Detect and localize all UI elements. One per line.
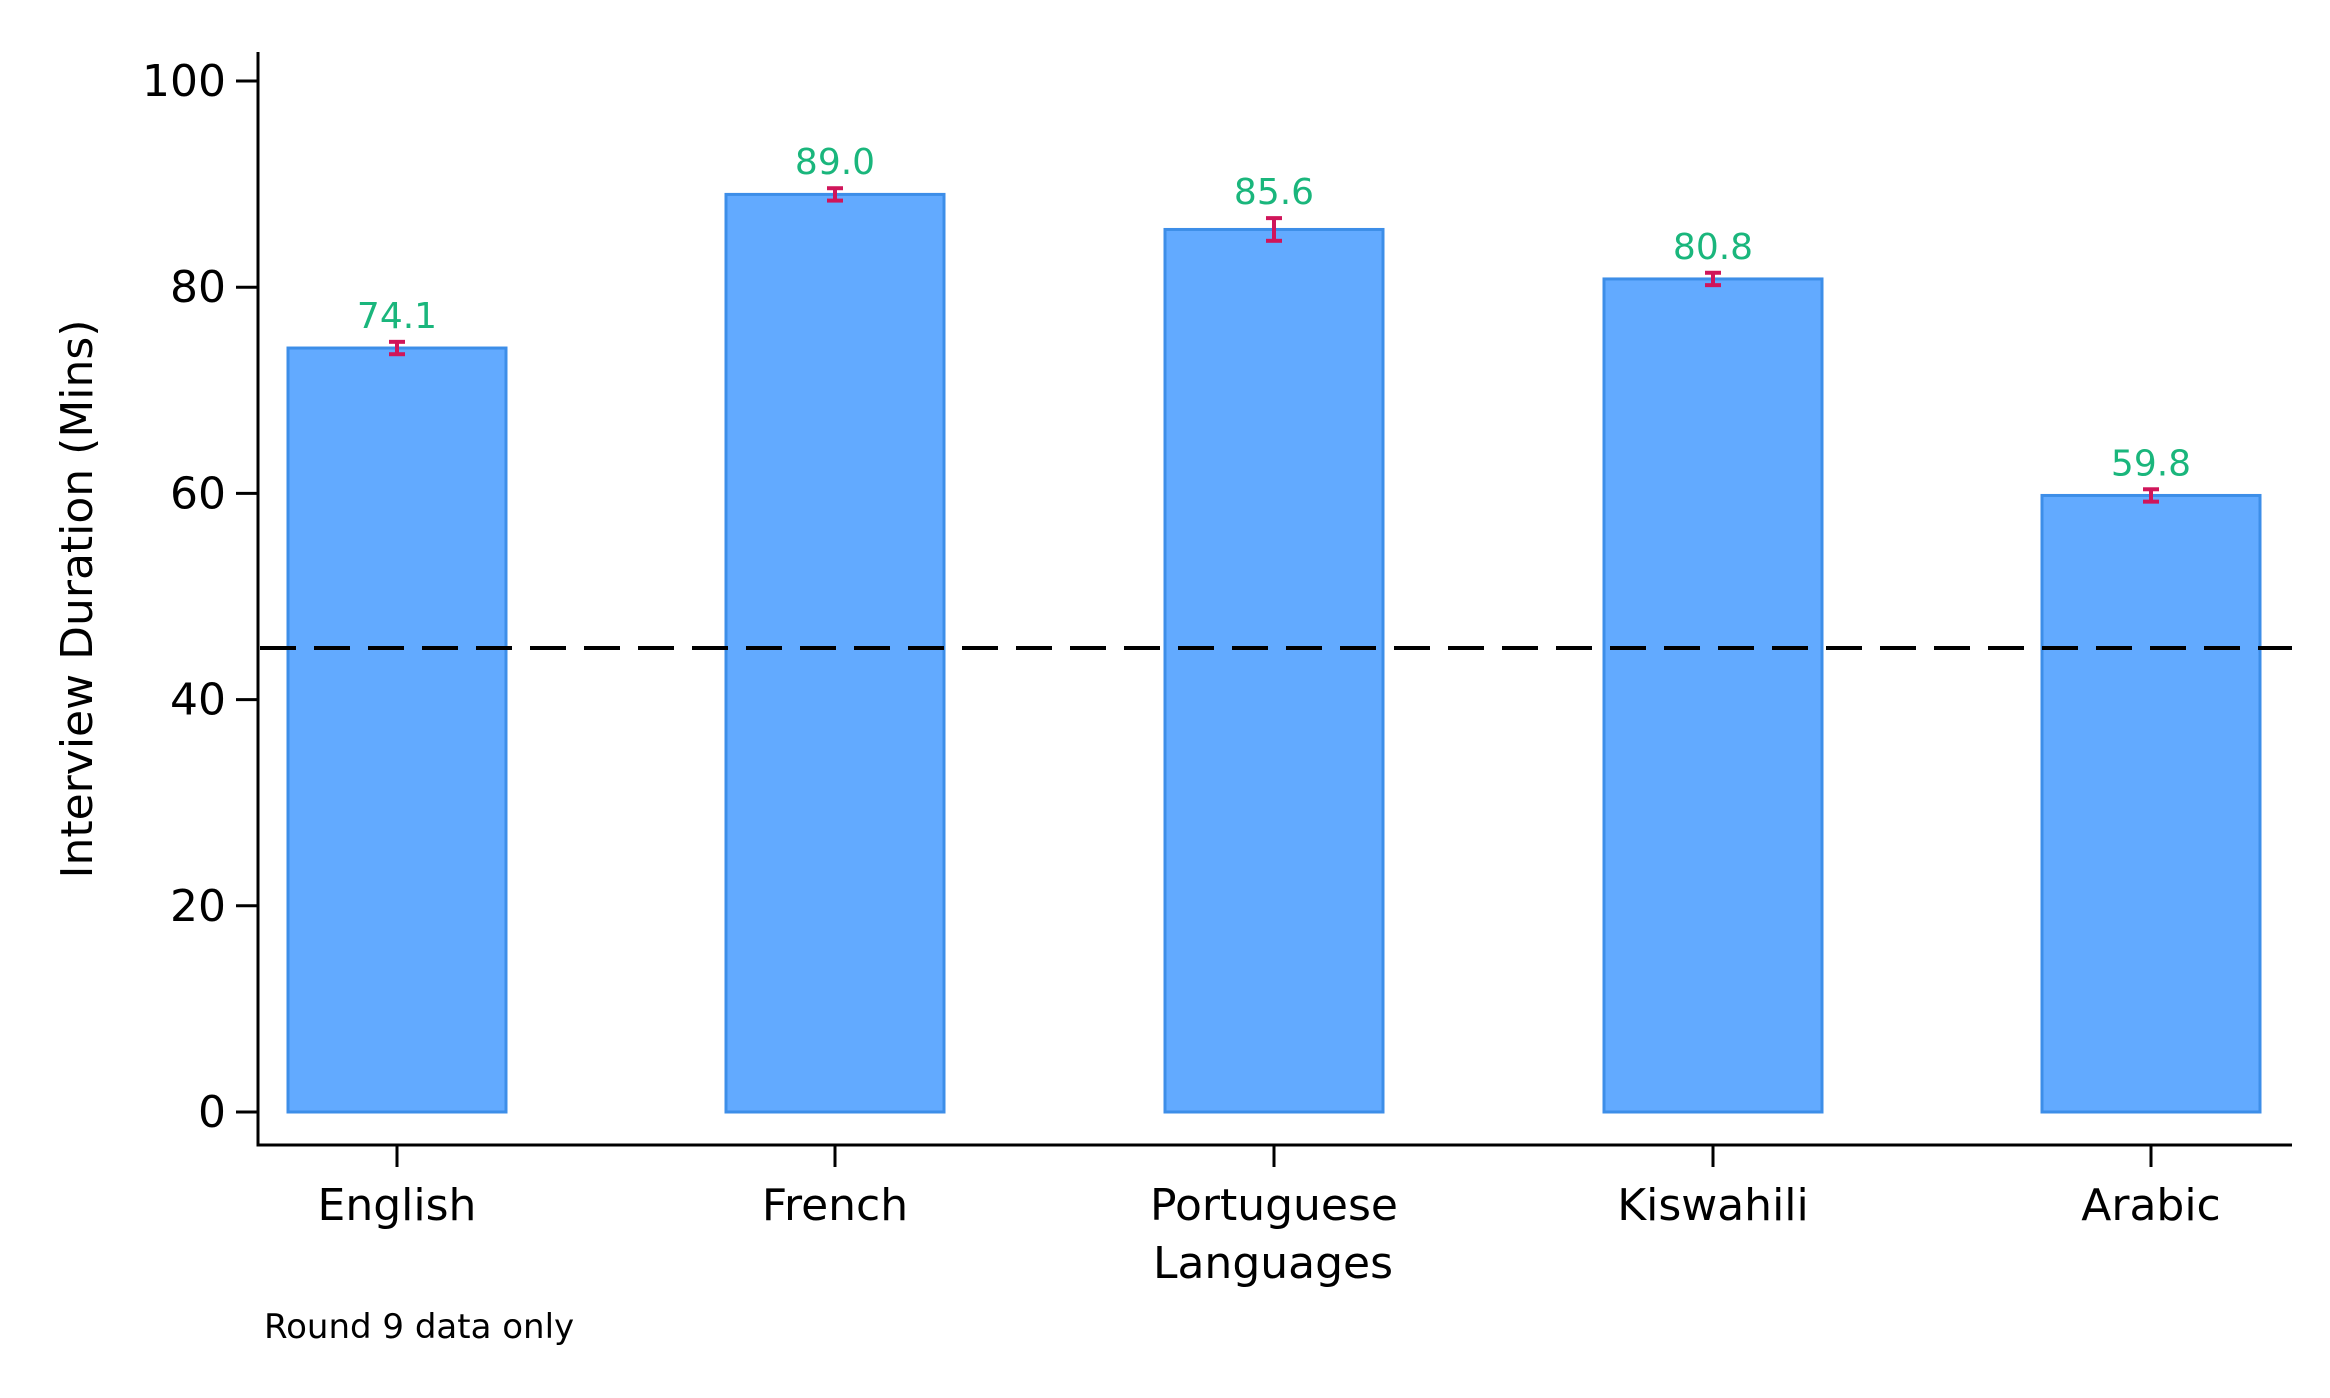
value-label-portuguese: 85.6 [1234, 172, 1314, 213]
error-bar-english [389, 339, 405, 357]
x-tick-label-french: French [762, 1180, 908, 1231]
x-tick-label-english: English [318, 1180, 477, 1231]
y-tick-label: 40 [170, 675, 226, 726]
value-label-arabic: 59.8 [2111, 443, 2191, 484]
y-tick-label: 100 [142, 56, 226, 107]
error-bars-layer [389, 186, 2159, 504]
x-tick-label-arabic: Arabic [2081, 1180, 2221, 1231]
x-tick-label-kiswahili: Kiswahili [1617, 1180, 1809, 1231]
y-tick-label: 60 [170, 468, 226, 519]
bars-layer [286, 192, 2262, 1114]
error-bar-french [827, 186, 843, 203]
bar-kiswahili [1602, 277, 1824, 1114]
y-tick-label: 0 [198, 1087, 226, 1138]
y-axis-title: Interview Duration (Mins) [52, 319, 103, 878]
bar-french [724, 192, 946, 1114]
value-label-english: 74.1 [357, 296, 437, 337]
bar-arabic [2040, 493, 2262, 1114]
y-tick-label: 20 [170, 881, 226, 932]
error-bar-kiswahili [1705, 270, 1721, 288]
value-label-french: 89.0 [795, 142, 875, 183]
value-label-kiswahili: 80.8 [1673, 227, 1753, 268]
x-tick-label-portuguese: Portuguese [1150, 1180, 1398, 1231]
error-bar-portuguese [1266, 216, 1282, 243]
bar-portuguese [1163, 227, 1385, 1114]
chart-note: Round 9 data only [264, 1307, 574, 1347]
x-axis-title: Languages [1153, 1238, 1393, 1289]
error-bar-arabic [2143, 487, 2159, 504]
value-labels-layer: 74.1 89.0 85.6 80.8 59.8 [357, 142, 2191, 484]
bar-english [286, 346, 508, 1114]
axes-layer: 0 20 40 60 80 100 English French Portuguese Kiswa… [142, 52, 2292, 1231]
y-tick-label: 80 [170, 262, 226, 313]
